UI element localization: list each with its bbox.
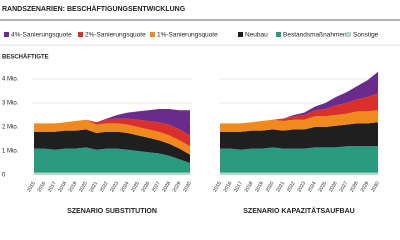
x-tick-label: 2028	[161, 180, 172, 193]
y-axis-label: BESCHÄFTIGTE	[2, 54, 49, 61]
x-tick-label: 2017	[47, 180, 58, 193]
area	[34, 119, 190, 155]
x-tick-label: 2022	[286, 180, 297, 193]
legend-swatch	[150, 32, 155, 37]
legend-label: 1%-Sanierungsquote	[157, 32, 218, 39]
x-tick-label: 2019	[254, 180, 265, 193]
panel-title: SZENARIO SUBSTITUTION	[67, 208, 157, 215]
legend-swatch	[346, 32, 351, 37]
y-tick-label: 2 Mio.	[2, 125, 19, 131]
area	[220, 93, 378, 124]
x-tick-label: 2026	[141, 180, 152, 193]
page-title: RANDSZENARIEN: BESCHÄFTIGUNGSENTWICKLUNG	[2, 5, 186, 13]
x-tick-label: 2030	[182, 180, 193, 193]
legend-label: Sonstige	[353, 32, 379, 39]
x-tick-label: 2015	[212, 180, 223, 193]
x-tick-label: 2023	[296, 180, 307, 193]
x-tick-label: 2026	[328, 180, 339, 193]
legend-swatch	[238, 32, 243, 37]
x-tick-label: 2025	[130, 180, 141, 193]
area	[34, 147, 190, 173]
x-tick-label: 2016	[37, 180, 48, 193]
panel-title: SZENARIO KAPAZITÄTSAUFBAU	[243, 207, 354, 215]
x-tick-label: 2019	[68, 180, 79, 193]
y-tick-label: 3 Mio.	[2, 101, 19, 107]
area	[34, 109, 190, 136]
area	[220, 110, 378, 132]
x-tick-label: 2020	[78, 180, 89, 193]
x-tick-label: 2018	[57, 180, 68, 193]
legend-swatch	[4, 32, 9, 37]
area	[220, 122, 378, 150]
legend-swatch	[276, 32, 281, 37]
x-tick-label: 2025	[317, 180, 328, 193]
area	[34, 118, 190, 147]
legend-label: Neubau	[245, 32, 268, 39]
y-tick-label: 0	[2, 173, 6, 179]
area	[34, 172, 190, 175]
legend-label: 4%-Sanierungsquote	[11, 32, 72, 39]
y-tick-label: 1 Mio.	[2, 149, 19, 155]
area	[220, 146, 378, 173]
x-tick-label: 2021	[275, 180, 286, 193]
x-tick-label: 2027	[151, 180, 162, 193]
y-tick-label: 4 Mio.	[2, 77, 19, 83]
x-tick-label: 2017	[233, 180, 244, 193]
x-tick-label: 2023	[109, 180, 120, 193]
chart: RANDSZENARIEN: BESCHÄFTIGUNGSENTWICKLUNG…	[0, 5, 400, 215]
x-tick-label: 2020	[265, 180, 276, 193]
area	[220, 71, 378, 124]
area	[220, 172, 378, 175]
x-tick-label: 2024	[307, 180, 318, 193]
x-tick-label: 2021	[89, 180, 100, 193]
x-tick-label: 2030	[370, 180, 381, 193]
legend-label: 2%-Sanierungsquote	[85, 32, 146, 39]
x-tick-label: 2027	[339, 180, 350, 193]
x-tick-label: 2028	[349, 180, 360, 193]
x-tick-label: 2029	[172, 180, 183, 193]
x-tick-label: 2024	[120, 180, 131, 193]
legend-swatch	[78, 32, 83, 37]
legend-label: Bestandsmaßnahmen	[283, 32, 347, 39]
x-tick-label: 2016	[223, 180, 234, 193]
x-tick-label: 2022	[99, 180, 110, 193]
x-tick-label: 2015	[26, 180, 37, 193]
area	[34, 129, 190, 163]
x-tick-label: 2018	[244, 180, 255, 193]
x-tick-label: 2029	[360, 180, 371, 193]
